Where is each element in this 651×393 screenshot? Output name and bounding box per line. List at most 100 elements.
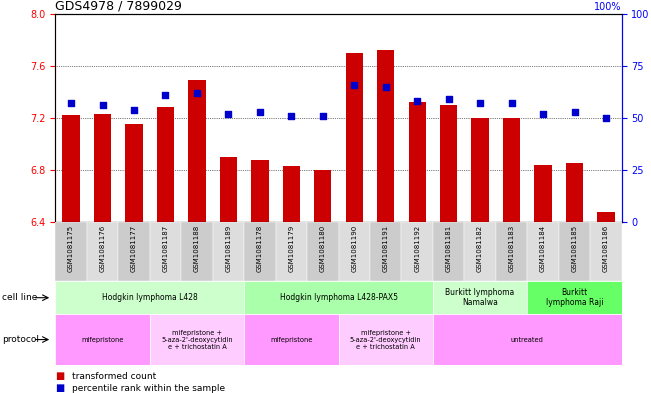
Point [66, 100, 76, 107]
Point [160, 92, 171, 98]
Text: mifepristone: mifepristone [81, 336, 124, 343]
Bar [598, 212, 615, 222]
Bar [496, 14, 527, 222]
Bar [157, 108, 174, 222]
Point [569, 108, 579, 115]
Bar [527, 281, 622, 314]
Point [286, 113, 296, 119]
Point [97, 102, 107, 108]
Bar [433, 14, 464, 222]
Bar [181, 14, 213, 222]
Text: GSM1081187: GSM1081187 [163, 225, 169, 272]
Text: mifepristone: mifepristone [270, 336, 312, 343]
Text: GSM1081178: GSM1081178 [257, 225, 263, 272]
Point [255, 108, 265, 115]
Bar [55, 281, 244, 314]
Point [601, 115, 611, 121]
Text: untreated: untreated [511, 336, 544, 343]
Bar [150, 222, 181, 281]
Bar [527, 222, 559, 281]
Text: transformed count: transformed count [72, 372, 156, 381]
Bar [346, 53, 363, 222]
Point [475, 100, 485, 107]
Text: GSM1081175: GSM1081175 [68, 225, 74, 272]
Bar [307, 222, 339, 281]
Bar [433, 222, 464, 281]
Bar [213, 14, 244, 222]
Bar [377, 50, 395, 222]
Bar [409, 102, 426, 222]
Bar [55, 14, 87, 222]
Bar [464, 14, 496, 222]
Bar [590, 14, 622, 222]
Bar [62, 115, 79, 222]
Text: GSM1081177: GSM1081177 [131, 225, 137, 272]
Point [349, 81, 359, 88]
Bar [188, 80, 206, 222]
Text: Hodgkin lymphoma L428-PAX5: Hodgkin lymphoma L428-PAX5 [279, 293, 398, 302]
Bar [126, 125, 143, 222]
Text: 100%: 100% [594, 2, 622, 12]
Bar [244, 314, 339, 365]
Bar [559, 14, 590, 222]
Bar [527, 14, 559, 222]
Bar [283, 166, 300, 222]
Text: cell line: cell line [2, 293, 37, 302]
Point [412, 98, 422, 105]
Text: GSM1081180: GSM1081180 [320, 225, 326, 272]
Text: GSM1081190: GSM1081190 [352, 225, 357, 272]
Bar [496, 222, 527, 281]
Text: mifepristone +
5-aza-2'-deoxycytidin
e + trichostatin A: mifepristone + 5-aza-2'-deoxycytidin e +… [350, 330, 422, 349]
Text: GSM1081191: GSM1081191 [383, 225, 389, 272]
Text: GSM1081185: GSM1081185 [572, 225, 577, 272]
Point [318, 113, 328, 119]
Bar [314, 170, 331, 222]
Bar [87, 14, 118, 222]
Bar [307, 14, 339, 222]
Text: GSM1081182: GSM1081182 [477, 225, 483, 272]
Text: GSM1081183: GSM1081183 [508, 225, 514, 272]
Bar [118, 14, 150, 222]
Bar [213, 222, 244, 281]
Bar [94, 114, 111, 222]
Bar [534, 165, 551, 222]
Bar [244, 222, 275, 281]
Text: Hodgkin lymphoma L428: Hodgkin lymphoma L428 [102, 293, 198, 302]
Text: GSM1081179: GSM1081179 [288, 225, 294, 272]
Bar [471, 118, 489, 222]
Text: Burkitt
lymphoma Raji: Burkitt lymphoma Raji [546, 288, 603, 307]
Bar [339, 14, 370, 222]
Text: Burkitt lymphoma
Namalwa: Burkitt lymphoma Namalwa [445, 288, 515, 307]
Text: GSM1081184: GSM1081184 [540, 225, 546, 272]
Bar [150, 314, 244, 365]
Bar [433, 314, 622, 365]
Text: ■: ■ [55, 371, 64, 382]
Bar [244, 281, 433, 314]
Bar [251, 160, 268, 222]
Bar [87, 222, 118, 281]
Bar [590, 222, 622, 281]
Bar [440, 105, 457, 222]
Point [129, 107, 139, 113]
Bar [402, 14, 433, 222]
Text: GSM1081181: GSM1081181 [446, 225, 452, 272]
Point [443, 96, 454, 102]
Point [223, 110, 234, 117]
Bar [55, 222, 87, 281]
Point [506, 100, 517, 107]
Text: GDS4978 / 7899029: GDS4978 / 7899029 [55, 0, 182, 13]
Text: GSM1081189: GSM1081189 [225, 225, 231, 272]
Bar [118, 222, 150, 281]
Bar [55, 314, 150, 365]
Bar [559, 222, 590, 281]
Point [380, 83, 391, 90]
Text: GSM1081192: GSM1081192 [414, 225, 420, 272]
Text: percentile rank within the sample: percentile rank within the sample [72, 384, 225, 393]
Bar [402, 222, 433, 281]
Bar [275, 222, 307, 281]
Point [538, 110, 548, 117]
Bar [220, 157, 237, 222]
Bar [433, 281, 527, 314]
Bar [464, 222, 496, 281]
Text: protocol: protocol [2, 335, 39, 344]
